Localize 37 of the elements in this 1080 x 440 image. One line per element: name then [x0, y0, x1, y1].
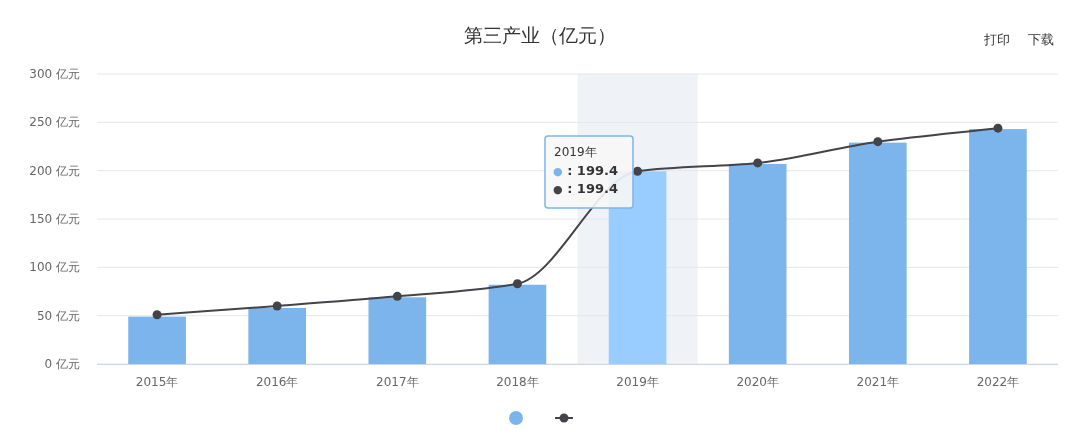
point: [993, 123, 1003, 133]
x-tick-label: 2022年: [976, 375, 1020, 389]
point: [873, 137, 883, 147]
x-tick-label: 2016年: [255, 375, 299, 389]
point: [392, 291, 402, 301]
bar: [969, 129, 1027, 364]
bar: [728, 163, 787, 364]
bar: [488, 284, 547, 364]
text: 下载: [1028, 32, 1054, 47]
point: [512, 279, 522, 289]
x-tick-label: 2018年: [496, 375, 539, 389]
x-tick-label: 2019年: [616, 375, 659, 389]
tooltip: 2019年 ● : 199.4 ● : 199.4: [544, 135, 634, 209]
x-tick-label: 2020年: [736, 375, 779, 389]
x-tick-label: 2015年: [135, 375, 179, 389]
bar: [368, 297, 427, 364]
y-tick-label: 200 亿元: [29, 163, 80, 178]
x-tick-label: 2021年: [856, 375, 900, 389]
bar: [248, 307, 307, 364]
y-tick-label: 100 亿元: [29, 260, 80, 275]
annotation: 2019年: [554, 145, 597, 159]
point: [753, 158, 763, 168]
point: [633, 166, 643, 176]
y-tick-label: 0 亿元: [44, 357, 80, 371]
point: [272, 301, 282, 311]
x-tick-label: 2017年: [376, 375, 419, 389]
annotation: ● : 199.4: [553, 181, 618, 196]
chart-title: 第三产业（亿元）: [464, 24, 616, 46]
point: [152, 310, 162, 320]
y-tick-label: 250 亿元: [29, 115, 80, 130]
y-tick-label: 300 亿元: [29, 67, 80, 81]
text: 打印: [983, 32, 1010, 47]
bar: [848, 142, 907, 364]
bar: [128, 316, 186, 364]
y-tick-label: 50 亿元: [36, 308, 80, 323]
y-tick-label: 150 亿元: [29, 212, 80, 226]
annotation: ● : 199.4: [553, 163, 618, 178]
